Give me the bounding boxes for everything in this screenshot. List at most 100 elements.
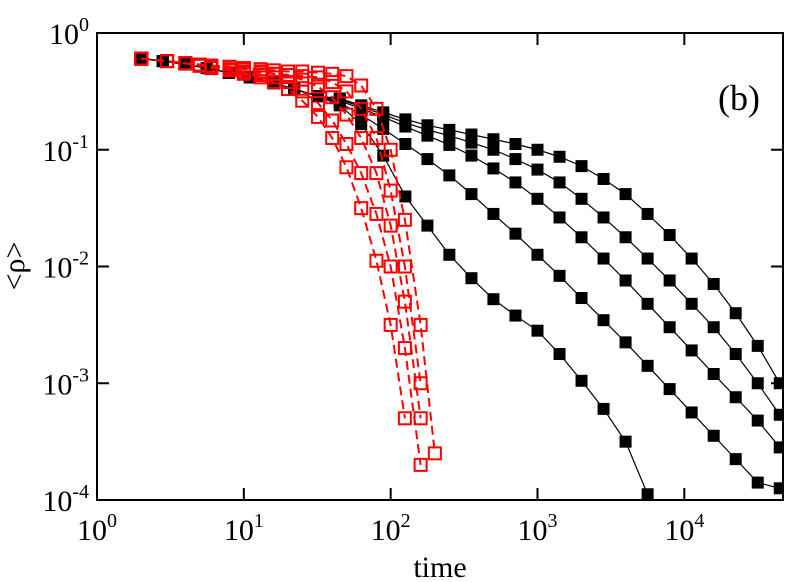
marker	[729, 453, 742, 466]
marker	[597, 172, 610, 185]
marker	[729, 348, 742, 361]
series-line	[141, 57, 406, 419]
marker	[443, 248, 456, 261]
marker	[531, 143, 544, 156]
marker	[443, 138, 456, 151]
marker	[531, 163, 544, 176]
marker	[354, 166, 369, 181]
y-tick-label: 10-3	[42, 364, 89, 401]
marker	[204, 61, 219, 76]
marker	[509, 138, 522, 151]
marker	[383, 218, 398, 233]
plot-frame	[96, 32, 784, 501]
marker	[421, 153, 434, 166]
marker	[685, 252, 698, 265]
marker	[619, 188, 632, 201]
y-tick-label: 10-1	[42, 131, 89, 168]
marker	[369, 253, 384, 268]
marker	[383, 142, 398, 157]
marker	[619, 336, 632, 349]
marker	[707, 429, 720, 442]
x-tick-label: 100	[77, 510, 117, 547]
marker	[266, 75, 281, 90]
marker	[707, 368, 720, 381]
marker	[729, 391, 742, 404]
marker	[383, 259, 398, 274]
marker	[369, 166, 384, 181]
marker	[465, 272, 478, 285]
x-tick-label: 102	[371, 510, 411, 547]
marker	[663, 274, 676, 287]
marker	[134, 51, 149, 66]
marker	[295, 84, 310, 99]
marker	[553, 348, 566, 361]
marker	[354, 78, 369, 93]
marker	[575, 292, 588, 305]
y-tick-label: 10-2	[42, 248, 89, 285]
marker	[383, 183, 398, 198]
marker	[597, 402, 610, 415]
marker	[641, 207, 654, 220]
curves	[134, 51, 783, 500]
marker	[641, 297, 654, 310]
marker	[281, 67, 296, 82]
marker	[465, 128, 478, 141]
marker	[253, 70, 268, 85]
marker	[421, 219, 434, 232]
marker	[178, 56, 193, 71]
marker	[354, 131, 369, 146]
marker	[399, 113, 412, 126]
marker	[487, 162, 500, 175]
marker	[399, 190, 412, 203]
marker	[773, 482, 783, 495]
marker	[310, 96, 325, 111]
marker	[531, 248, 544, 261]
marker	[135, 52, 148, 65]
marker	[413, 317, 428, 332]
marker	[487, 207, 500, 220]
marker	[310, 70, 325, 85]
marker	[339, 84, 354, 99]
marker	[222, 63, 237, 78]
marker	[369, 206, 384, 221]
x-tick-label: 101	[224, 510, 264, 547]
marker	[641, 252, 654, 265]
marker	[339, 107, 354, 122]
marker	[531, 192, 544, 205]
marker	[729, 307, 742, 320]
marker	[413, 411, 428, 426]
marker	[325, 66, 340, 81]
marker	[383, 317, 398, 332]
series-line	[141, 58, 781, 384]
marker	[325, 113, 340, 128]
marker	[751, 377, 764, 390]
marker	[399, 138, 412, 151]
marker	[751, 476, 764, 489]
marker	[619, 231, 632, 244]
marker	[355, 118, 368, 131]
marker	[685, 344, 698, 357]
marker	[553, 269, 566, 282]
panel-annotation: (b)	[718, 78, 760, 118]
marker	[641, 488, 654, 500]
marker	[685, 297, 698, 310]
series-line	[141, 58, 649, 495]
marker	[339, 137, 354, 152]
marker	[427, 446, 442, 461]
marker	[553, 211, 566, 224]
marker	[160, 54, 175, 69]
marker	[575, 374, 588, 387]
marker	[443, 169, 456, 182]
marker	[443, 123, 456, 136]
marker	[531, 324, 544, 337]
y-axis-label: <ρ>	[0, 242, 31, 291]
marker	[685, 406, 698, 419]
marker	[487, 133, 500, 146]
series-line	[141, 58, 781, 448]
marker	[179, 58, 192, 71]
marker	[707, 321, 720, 334]
x-tick-label: 104	[664, 510, 704, 547]
marker	[707, 278, 720, 291]
marker	[663, 321, 676, 334]
marker	[509, 153, 522, 166]
